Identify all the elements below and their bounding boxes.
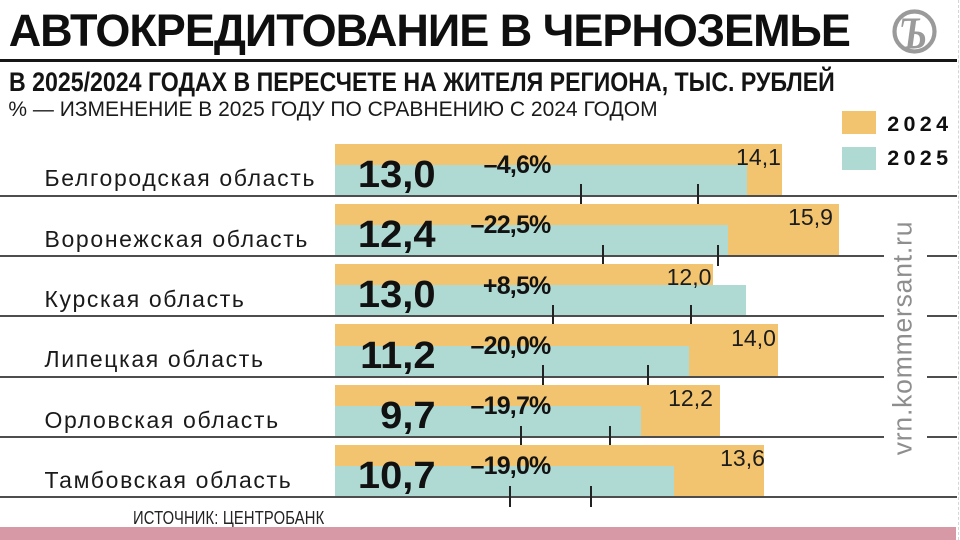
svg-text:Ъ: Ъ xyxy=(900,7,927,56)
